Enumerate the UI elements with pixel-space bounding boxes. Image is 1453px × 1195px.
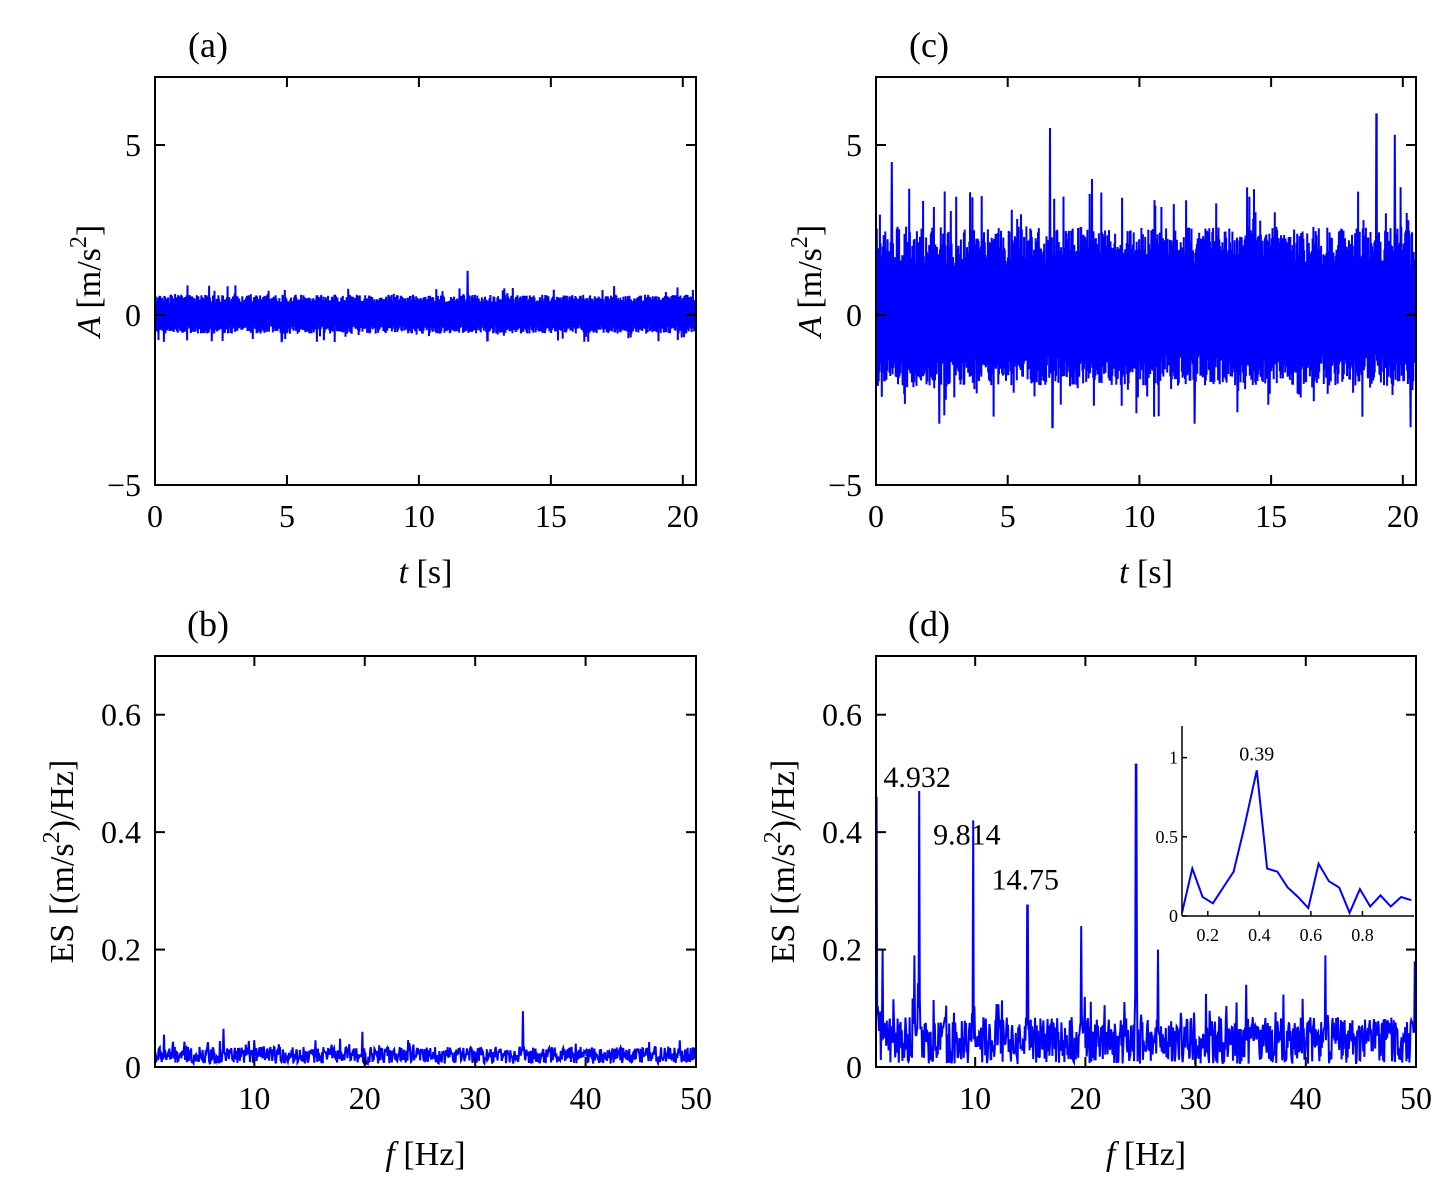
y-axis-unit-b: ES [(m/s (44, 843, 81, 963)
y-axis-sup-c: 2 (787, 236, 813, 248)
y-axis-close-b: )/Hz] (44, 760, 81, 832)
y-tick-label-b: 0.2 (101, 932, 141, 968)
inset-x-tick-label: 0.6 (1300, 925, 1323, 945)
x-axis-label-a: t [s] (399, 554, 453, 591)
x-axis-var-a: t (399, 554, 410, 591)
y-axis-sup-b: 2 (39, 831, 65, 843)
x-tick-label-d: 50 (1400, 1080, 1432, 1116)
peak-annotation-d: 14.75 (992, 864, 1060, 897)
x-tick-label-b: 50 (680, 1080, 712, 1116)
inset-d: 0.2 0.4 0.6 0.8 0 0.5 1 0.39 (1156, 726, 1414, 945)
inset-y-tick-label: 0.5 (1156, 827, 1179, 847)
panel-c: 0 5 10 15 20−505(c)t [s]A [m/s2] (787, 25, 1419, 591)
y-tick-label-b: 0.6 (101, 697, 141, 733)
y-axis-unit-d: ES [(m/s (765, 843, 802, 963)
y-axis-var-a: A (71, 309, 108, 340)
y-tick-label-b: 0 (125, 1049, 141, 1085)
x-tick-label-a: 10 (403, 498, 435, 534)
y-tick-label-d: 0.4 (822, 814, 862, 850)
inset-x-tick-label: 0.8 (1351, 925, 1374, 945)
x-axis-label-c: t [s] (1119, 554, 1173, 591)
y-tick-label-c: 0 (846, 297, 862, 333)
x-tick-label-b: 40 (570, 1080, 602, 1116)
inset-x-tick-label: 0.4 (1248, 925, 1271, 945)
x-tick-label-c: 15 (1255, 498, 1287, 534)
series-line-b (155, 1011, 696, 1067)
x-axis-unit-a: [s] (408, 554, 452, 591)
x-axis-unit-b: [Hz] (395, 1136, 466, 1173)
panel-label-c: (c) (909, 25, 949, 65)
x-tick-label-c: 0 (868, 498, 884, 534)
axes-frame-d (875, 655, 1417, 1068)
panel-b: 10 20 30 40 50 0 0.2 0.4 0.6 (b) f [Hz] ES [(m/s2)/… (39, 604, 712, 1173)
x-tick-label-a: 0 (147, 498, 163, 534)
y-tick-label-c: −5 (828, 467, 862, 503)
x-tick-label-a: 20 (667, 498, 699, 534)
x-tick-label-c: 10 (1123, 498, 1155, 534)
x-tick-label-b: 20 (349, 1080, 381, 1116)
panel-a: 0 5 10 15 20−505(a)t [s]A [m/s2] (66, 25, 699, 591)
x-tick-label-c: 20 (1387, 498, 1419, 534)
y-axis-close-c: ] (792, 225, 829, 236)
axes-frame-a (154, 76, 697, 486)
series-line-d (876, 763, 1416, 1067)
y-axis-close-d: )/Hz] (765, 760, 802, 832)
y-axis-unit-a: [m/s (71, 248, 108, 308)
x-axis-label-d: f [Hz] (1106, 1136, 1186, 1173)
y-axis-close-a: ] (71, 225, 108, 236)
x-tick-label-d: 10 (959, 1080, 991, 1116)
y-axis-label-a: A [m/s2] (66, 225, 108, 339)
peak-annotation-d: 9.814 (933, 818, 1001, 851)
x-tick-label-d: 20 (1069, 1080, 1101, 1116)
y-tick-label-a: −5 (107, 467, 141, 503)
y-tick-label-c: 5 (846, 127, 862, 163)
y-tick-label-d: 0.6 (822, 697, 862, 733)
x-tick-label-c: 5 (1000, 498, 1016, 534)
x-tick-label-b: 10 (238, 1080, 270, 1116)
y-tick-label-d: 0 (846, 1049, 862, 1085)
y-tick-label-a: 5 (125, 127, 141, 163)
peak-annotation-d: 4.932 (883, 761, 951, 794)
series-line-c (876, 113, 1416, 429)
y-axis-var-c: A (792, 309, 829, 340)
inset-y-tick-label: 1 (1169, 748, 1178, 768)
panel-label-a: (a) (188, 25, 228, 65)
inset-y-tick-label: 0 (1169, 906, 1178, 926)
x-tick-label-d: 40 (1290, 1080, 1322, 1116)
inset-series-line (1181, 770, 1412, 916)
y-axis-label-d: ES [(m/s2)/Hz] (760, 760, 802, 964)
x-tick-label-a: 15 (535, 498, 567, 534)
x-tick-label-d: 30 (1180, 1080, 1212, 1116)
y-axis-label-c: A [m/s2] (787, 225, 829, 339)
y-axis-unit-c: [m/s (792, 248, 829, 308)
x-axis-unit-d: [Hz] (1115, 1136, 1186, 1173)
y-tick-label-a: 0 (125, 297, 141, 333)
y-tick-label-d: 0.2 (822, 932, 862, 968)
x-axis-unit-c: [s] (1129, 554, 1173, 591)
y-axis-sup-a: 2 (66, 236, 92, 248)
x-axis-var-c: t (1119, 554, 1130, 591)
y-axis-label-b: ES [(m/s2)/Hz] (39, 760, 81, 964)
axes-frame-c (875, 76, 1417, 486)
y-tick-label-b: 0.4 (101, 814, 141, 850)
inset-background (1182, 726, 1414, 916)
axes-frame-b (154, 655, 697, 1068)
panel-label-d: (d) (908, 604, 950, 644)
inset-peak-annotation: 0.39 (1239, 743, 1274, 765)
inset-x-tick-label: 0.2 (1197, 925, 1220, 945)
x-tick-label-b: 30 (459, 1080, 491, 1116)
series-line-a (155, 270, 696, 343)
panel-label-b: (b) (187, 604, 229, 644)
x-axis-label-b: f [Hz] (385, 1136, 465, 1173)
y-axis-sup-d: 2 (760, 831, 786, 843)
x-tick-label-a: 5 (279, 498, 295, 534)
